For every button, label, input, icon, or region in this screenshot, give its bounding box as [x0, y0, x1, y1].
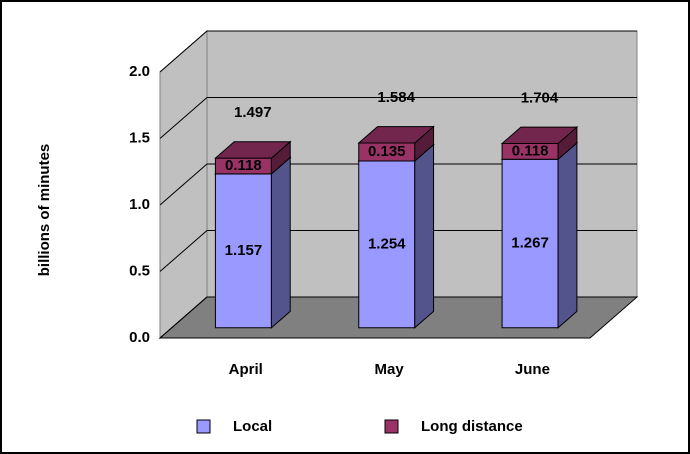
- grid-line: [159, 230, 637, 272]
- bar: [214, 140, 292, 175]
- y-tick-label: 1.0: [129, 196, 150, 213]
- total-label: 1.704: [521, 90, 559, 107]
- legend-swatch: [384, 419, 399, 434]
- y-tick-label: 2.0: [129, 63, 150, 80]
- x-tick-label: April: [229, 361, 263, 378]
- x-tick-label: May: [375, 361, 405, 378]
- bar: [500, 126, 579, 161]
- value-label: 1.157: [225, 242, 263, 259]
- value-label: 0.118: [512, 142, 549, 159]
- grid-line: [159, 30, 637, 73]
- legend-swatch: [196, 419, 211, 434]
- bar-top: [214, 141, 292, 159]
- legend-label: Local: [233, 418, 272, 435]
- grid-line: [159, 97, 637, 139]
- bar-top: [500, 126, 579, 145]
- value-label: 0.118: [225, 157, 262, 174]
- value-label: 0.135: [368, 143, 406, 160]
- grid-line: [159, 163, 637, 206]
- y-tick-label: 0.0: [129, 329, 150, 346]
- value-label: 1.267: [511, 234, 549, 251]
- y-tick-label: 1.5: [129, 129, 150, 146]
- bar-side: [270, 156, 291, 329]
- y-axis-title: billions of minutes: [36, 144, 53, 277]
- y-tick-label: 0.5: [129, 262, 150, 279]
- value-label: 1.254: [368, 235, 406, 252]
- bar-top: [357, 126, 435, 144]
- bar: [357, 125, 435, 163]
- x-tick-label: June: [515, 361, 550, 378]
- legend-label: Long distance: [421, 418, 523, 435]
- bar-side: [414, 143, 435, 329]
- bar-side: [557, 141, 578, 329]
- total-label: 1.497: [234, 104, 272, 121]
- total-label: 1.584: [377, 89, 415, 106]
- grid-line: [159, 296, 637, 339]
